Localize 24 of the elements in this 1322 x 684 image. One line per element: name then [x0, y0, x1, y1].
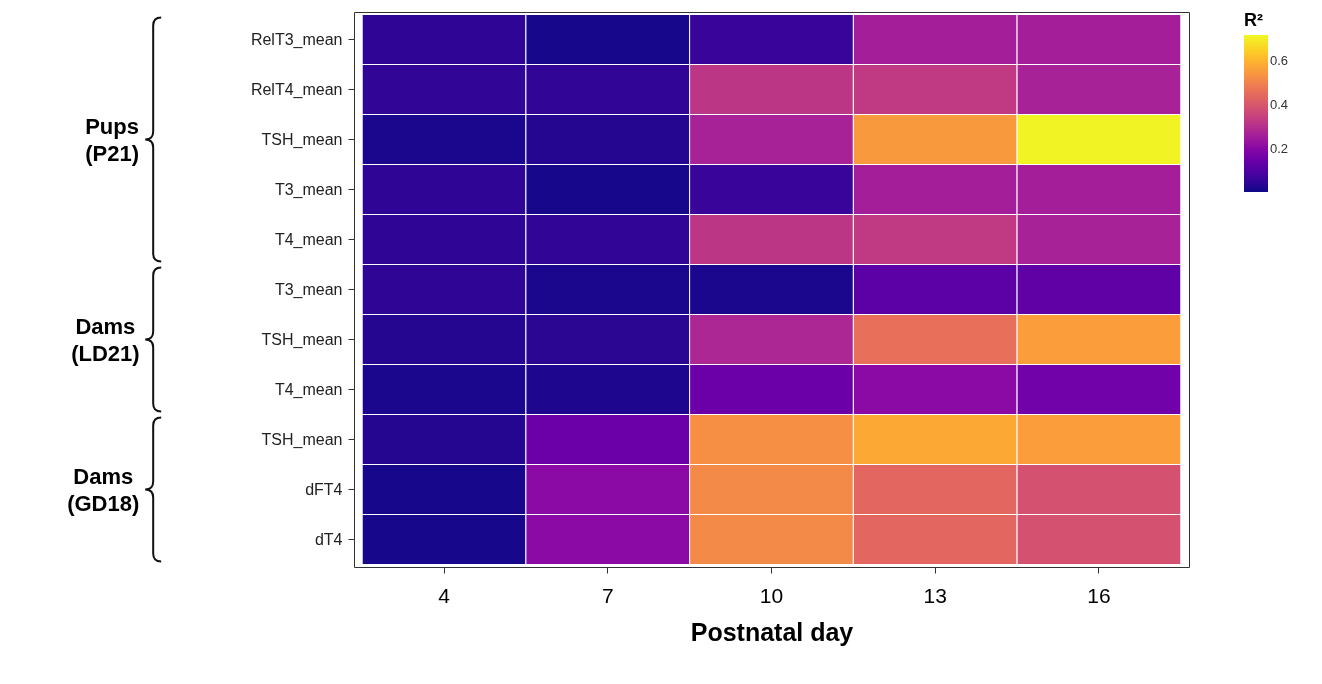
- y-tick-label: RelT4_mean: [250, 80, 343, 99]
- x-tick-label: 13: [923, 583, 947, 607]
- x-tick-label: 7: [601, 583, 614, 607]
- text: Pups (P21): [85, 112, 139, 167]
- y-tick-label: RelT3_mean: [250, 30, 343, 49]
- y-tick-label: T3_mean: [274, 280, 343, 299]
- x-axis-title: Postnatal day: [690, 617, 854, 646]
- color-bar-title: R²: [1244, 10, 1263, 30]
- y-tick-label: dFT4: [305, 480, 343, 498]
- color-bar-label: 0.2: [1270, 141, 1289, 157]
- x-tick-label: 4: [438, 583, 451, 607]
- y-tick-label: dT4: [314, 530, 343, 548]
- color-bar-label: 0.4: [1270, 97, 1289, 113]
- text: Dams (LD21): [71, 312, 140, 367]
- x-tick-label: 10: [759, 583, 784, 607]
- y-tick-label: TSH_mean: [261, 330, 343, 349]
- y-tick-label: TSH_mean: [261, 130, 343, 149]
- color-bar-label: 0.6: [1270, 53, 1289, 69]
- y-tick-label: T4_mean: [274, 230, 343, 249]
- y-tick-label: T4_mean: [274, 380, 343, 399]
- text: Dams (GD18): [67, 462, 140, 517]
- y-tick-label: TSH_mean: [261, 430, 343, 449]
- y-tick-label: T3_mean: [274, 180, 343, 199]
- x-tick-label: 16: [1087, 583, 1111, 607]
